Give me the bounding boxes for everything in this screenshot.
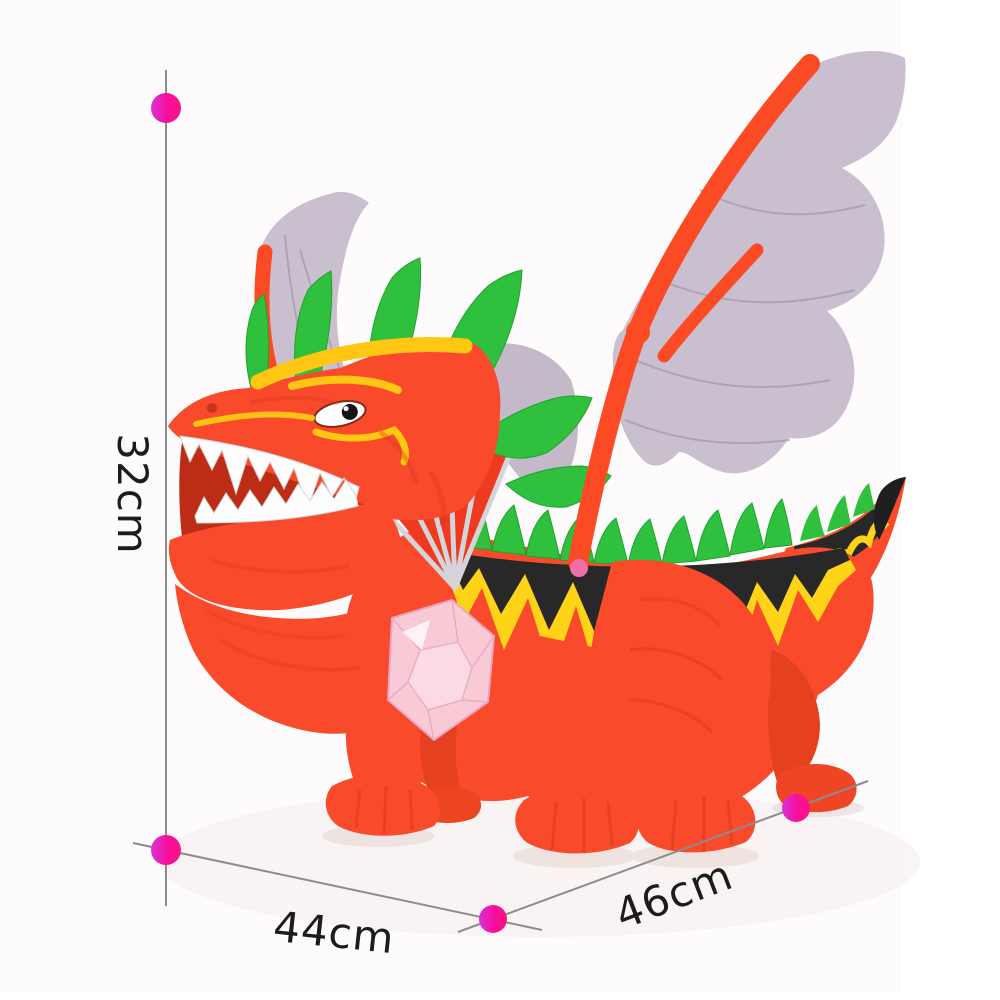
hind-leg — [589, 559, 771, 853]
cheek-streak — [312, 425, 410, 466]
hind-thigh-texture — [627, 597, 724, 734]
wing-bone-elbow — [626, 320, 650, 344]
front-right-toe-creases — [550, 798, 614, 852]
length-line — [132, 842, 543, 931]
head — [168, 257, 612, 734]
head-shading — [204, 396, 446, 672]
crown-yellow-band — [250, 337, 473, 390]
hind-thigh — [589, 559, 771, 777]
lower-jaw — [168, 504, 402, 611]
dimension-annotations — [132, 70, 869, 933]
height-dimension-label: 32cm — [108, 433, 157, 555]
front-left-toe-creases — [354, 785, 414, 835]
wing-bone — [568, 54, 820, 577]
upper-teeth — [179, 435, 360, 510]
front-right-leg — [515, 636, 640, 854]
tail-spikes — [800, 483, 875, 541]
hind-foot — [636, 784, 756, 853]
wing-bone-finger — [657, 243, 764, 363]
front-right-limb — [526, 636, 616, 828]
measure-dot-bottom — [479, 905, 507, 933]
measure-dot-top — [151, 93, 181, 123]
wing-bone-peg — [570, 559, 588, 577]
tail-black-tip — [873, 477, 906, 540]
front-right-foot — [515, 784, 640, 854]
back-left-leg — [767, 650, 820, 790]
lower-teeth — [194, 479, 359, 524]
eye — [313, 400, 367, 428]
length-dimension-label: 44cm — [271, 901, 398, 964]
measure-dot-right — [782, 794, 810, 822]
neck — [175, 570, 448, 734]
skull — [168, 338, 501, 521]
eye-glint — [343, 406, 349, 412]
hind-toe-creases — [670, 796, 734, 852]
chest-gem — [386, 598, 496, 742]
horn-icon — [245, 293, 270, 393]
measure-dot-left — [151, 835, 181, 865]
nostril — [207, 403, 217, 413]
horn-icon — [471, 395, 593, 459]
yellow-face-markings — [193, 375, 410, 466]
brow-streak — [288, 375, 402, 394]
right-wing-membrane — [612, 51, 906, 474]
lip-streak — [193, 411, 315, 427]
measure-dots — [151, 93, 810, 933]
gem-highlight — [402, 620, 430, 650]
